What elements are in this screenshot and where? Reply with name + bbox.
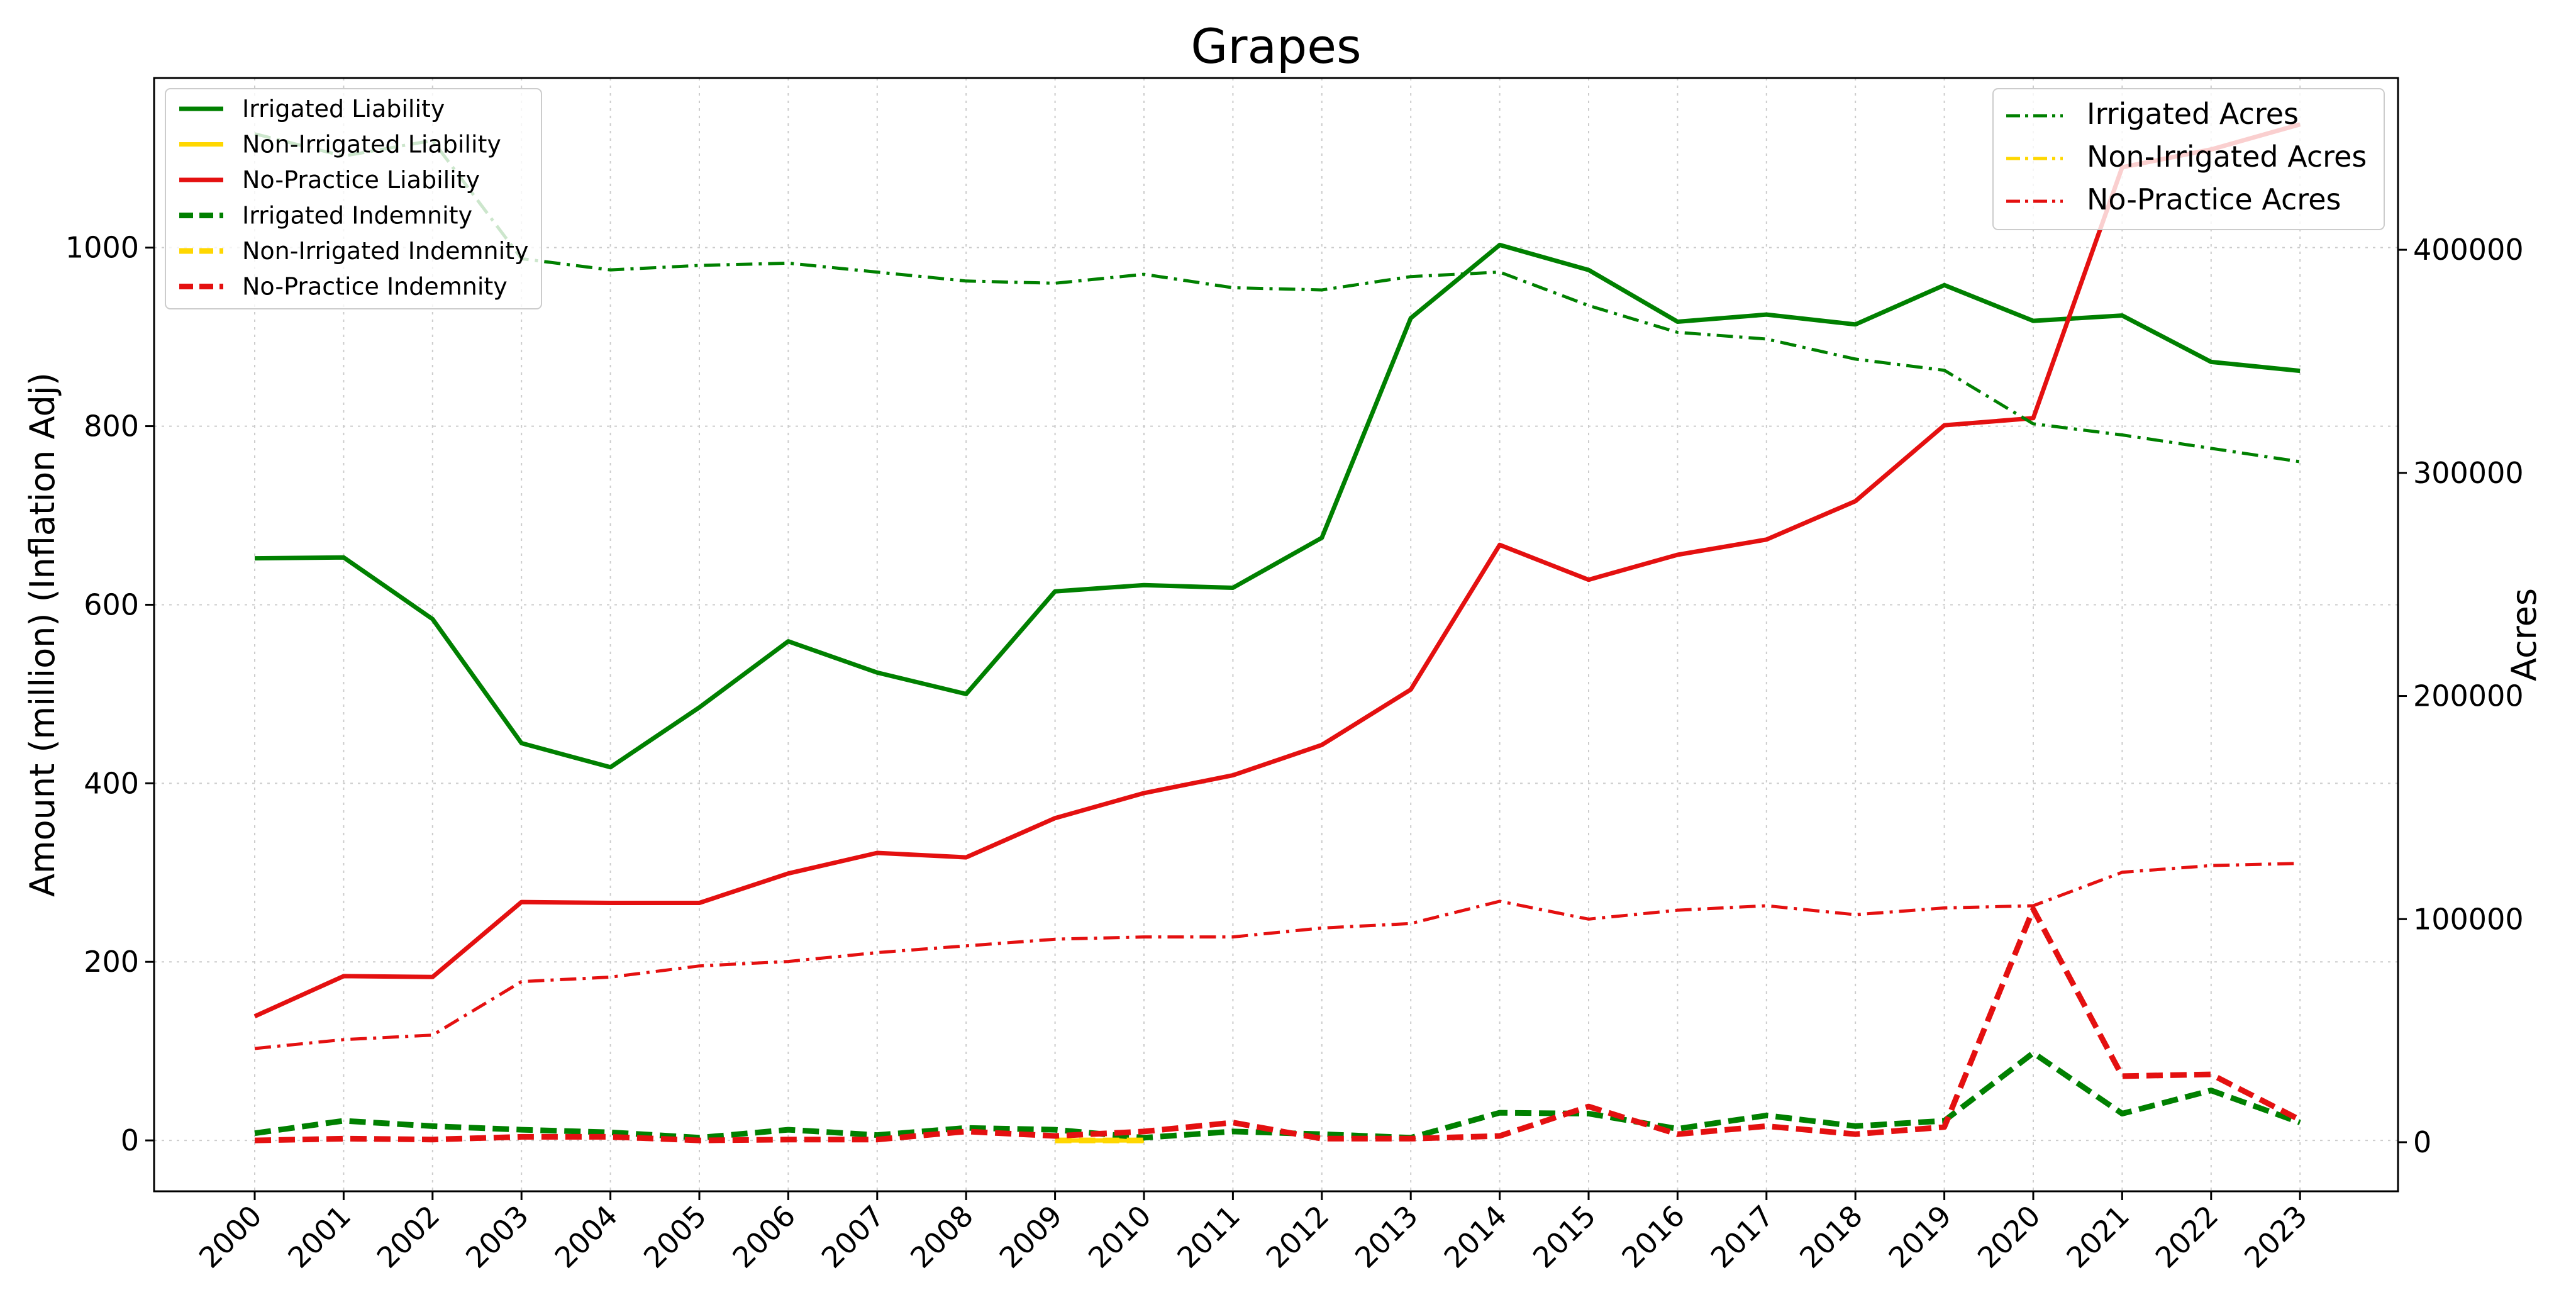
y2-tick-label: 400000: [2413, 233, 2524, 267]
legend-box: [165, 88, 542, 309]
y2-axis-label: Acres: [2504, 588, 2544, 681]
legend-label-no-practice-indemnity: No-Practice Indemnity: [242, 273, 508, 301]
series-line-no-practice-liability: [253, 122, 2301, 1018]
y-tick-label: 400: [84, 766, 139, 800]
legend-right: Irrigated Acres Non-Irrigated Acres No-Pra…: [1992, 88, 2385, 230]
series-line-irrigated-indemnity: [254, 1050, 2301, 1141]
plot-frame: [153, 77, 2399, 1193]
y2-tick-label: 300000: [2413, 456, 2524, 490]
y-tick-label: 600: [84, 587, 139, 621]
series-line-no-practice-acres: [254, 862, 2301, 1050]
legend-label-irrigated-indemnity: Irrigated Indemnity: [242, 202, 472, 230]
series-lines: [253, 122, 2302, 1143]
legend-label-no-practice-liability: No-Practice Liability: [242, 166, 480, 194]
y-tick-label: 200: [84, 945, 139, 979]
legend-label-no-practice-acres: No-Practice Acres: [2087, 182, 2341, 216]
y-axis-label: Amount (million) (Inflation Adj): [23, 372, 62, 897]
series-line-irrigated-acres: [254, 132, 2301, 464]
y-tick-label: 1000: [65, 231, 139, 265]
y2-tick-label: 100000: [2413, 902, 2524, 936]
legend-box: [1992, 88, 2385, 230]
y2-tick-label: 0: [2413, 1125, 2431, 1159]
y2-tick-label: 200000: [2413, 679, 2524, 713]
series-line-no-practice-indemnity: [254, 906, 2302, 1143]
legend-label-irrigated-liability: Irrigated Liability: [242, 95, 445, 123]
legend-label-non-irrigated-liability: Non-Irrigated Liability: [242, 131, 501, 159]
chart-title: Grapes: [1191, 18, 1361, 74]
legend-label-non-irrigated-indemnity: Non-Irrigated Indemnity: [242, 237, 529, 265]
legend-label-irrigated-acres: Irrigated Acres: [2087, 97, 2299, 131]
y-tick-label: 0: [121, 1123, 139, 1157]
y-tick-label: 800: [84, 409, 139, 443]
legend-label-non-irrigated-acres: Non-Irrigated Acres: [2087, 140, 2367, 174]
legend-left: Irrigated Liability Non-Irrigated Liabili…: [165, 88, 542, 309]
series-line-irrigated-liability: [254, 242, 2301, 770]
